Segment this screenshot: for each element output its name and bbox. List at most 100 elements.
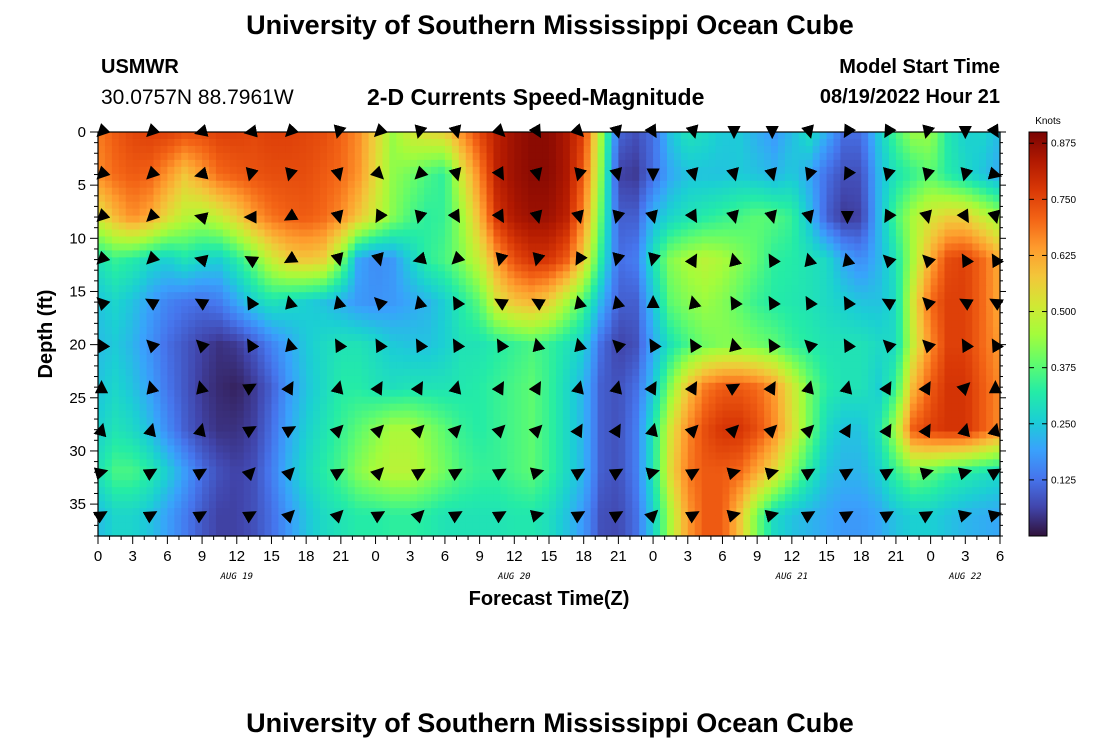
heatmap-cell: [507, 320, 515, 328]
heatmap-cell: [583, 243, 592, 252]
heatmap-cell: [888, 382, 897, 391]
heatmap-cell: [215, 173, 224, 182]
heatmap-cell: [868, 375, 876, 384]
heatmap-cell: [590, 382, 599, 391]
heatmap-cell: [708, 368, 717, 377]
heatmap-cell: [972, 229, 980, 238]
heatmap-cell: [777, 201, 786, 210]
heatmap-cell: [888, 180, 897, 189]
heatmap-cell: [417, 396, 425, 405]
heatmap-cell: [174, 340, 182, 349]
heatmap-cell: [576, 320, 585, 328]
heatmap-cell: [139, 347, 148, 356]
heatmap-cell: [680, 278, 689, 286]
heatmap-cell: [736, 285, 744, 293]
heatmap-cell: [965, 285, 973, 293]
heatmap-cell: [437, 201, 446, 210]
heatmap-cell: [646, 229, 654, 238]
heatmap-cell: [562, 229, 571, 238]
heatmap-cell: [791, 361, 800, 370]
heatmap-cell: [479, 236, 488, 245]
heatmap-cell: [777, 222, 786, 231]
heatmap-cell: [888, 264, 897, 272]
heatmap-cell: [139, 236, 148, 245]
heatmap-cell: [701, 145, 710, 154]
heatmap-cell: [111, 396, 120, 405]
heatmap-cell: [257, 340, 266, 349]
heatmap-cell: [549, 271, 557, 279]
heatmap-cell: [764, 278, 772, 286]
heatmap-cell: [188, 361, 196, 370]
heatmap-cell: [222, 299, 231, 307]
heatmap-cell: [722, 194, 730, 203]
heatmap-cell: [625, 187, 633, 196]
heatmap-cell: [347, 306, 356, 314]
heatmap-cell: [458, 208, 467, 217]
heatmap-cell: [285, 285, 293, 293]
heatmap-cell: [424, 327, 432, 335]
heatmap-cell: [493, 264, 502, 272]
heatmap-cell: [507, 389, 515, 398]
heatmap-cell: [576, 375, 585, 384]
heatmap-cell: [986, 382, 994, 391]
heatmap-cell: [743, 389, 751, 398]
heatmap-cell: [729, 194, 737, 203]
heatmap-cell: [986, 250, 994, 258]
heatmap-cell: [680, 215, 689, 224]
heatmap-cell: [743, 166, 751, 175]
heatmap-cell: [250, 236, 259, 245]
heatmap-cell: [340, 166, 349, 175]
heatmap-cell: [160, 264, 168, 272]
heatmap-cell: [347, 173, 356, 182]
heatmap-cell: [812, 250, 821, 258]
heatmap-cell: [132, 187, 141, 196]
heatmap-cell: [555, 159, 564, 168]
heatmap-cell: [819, 222, 828, 231]
heatmap-cell: [819, 306, 828, 314]
heatmap-cell: [687, 201, 696, 210]
heatmap-cell: [798, 389, 807, 398]
heatmap-cell: [694, 132, 703, 140]
heatmap-cell: [833, 187, 842, 196]
heatmap-cell: [250, 152, 259, 161]
heatmap-cell: [222, 347, 231, 356]
heatmap-cell: [666, 250, 675, 258]
heatmap-cell: [486, 145, 495, 154]
heatmap-cell: [944, 132, 953, 140]
heatmap-cell: [660, 313, 668, 321]
heatmap-cell: [444, 257, 453, 265]
heatmap-cell: [597, 334, 606, 342]
heatmap-cell: [736, 138, 744, 147]
heatmap-cell: [340, 194, 349, 203]
heatmap-cell: [660, 222, 668, 231]
heatmap-cell: [826, 264, 835, 272]
heatmap-cell: [278, 375, 286, 384]
heatmap-cell: [535, 180, 543, 189]
heatmap-cell: [736, 173, 744, 182]
heatmap-cell: [320, 285, 328, 293]
heatmap-cell: [542, 361, 550, 370]
heatmap-cell: [764, 354, 772, 363]
heatmap-cell: [375, 285, 384, 293]
heatmap-cell: [847, 138, 855, 147]
heatmap-cell: [868, 250, 876, 258]
heatmap-cell: [444, 292, 453, 300]
heatmap-cell: [791, 138, 800, 147]
heatmap-cell: [542, 299, 550, 307]
heatmap-cell: [104, 340, 113, 349]
heatmap-cell: [209, 389, 217, 398]
heatmap-cell: [403, 250, 411, 258]
heatmap-cell: [181, 340, 189, 349]
heatmap-cell: [597, 313, 606, 321]
heatmap-cell: [979, 187, 987, 196]
heatmap-cell: [160, 278, 168, 286]
heatmap-cell: [486, 236, 495, 245]
heatmap-cell: [923, 222, 932, 231]
heatmap-cell: [902, 132, 911, 140]
heatmap-cell: [583, 334, 592, 342]
heatmap-cell: [104, 299, 113, 307]
heatmap-cell: [465, 138, 474, 147]
heatmap-cell: [632, 222, 640, 231]
heatmap-cell: [993, 152, 1001, 161]
heatmap-cell: [431, 132, 439, 140]
